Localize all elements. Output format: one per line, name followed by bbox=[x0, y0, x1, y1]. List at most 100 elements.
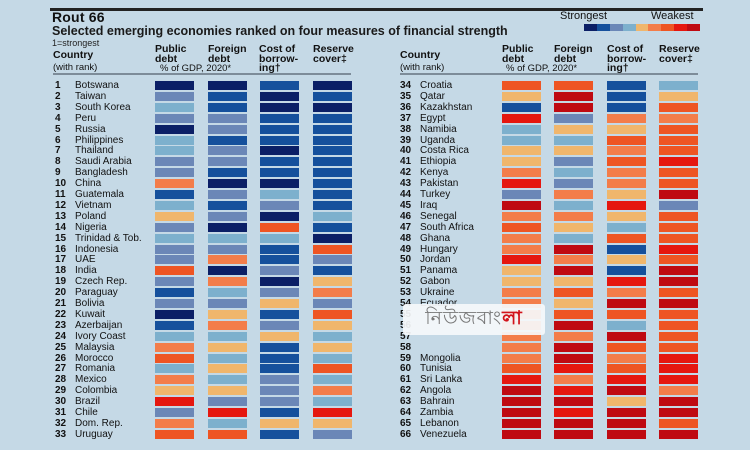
row-rank: 36 bbox=[400, 101, 412, 113]
foreign-debt-cell bbox=[554, 244, 593, 254]
reserve-cover-cell bbox=[313, 288, 352, 298]
table-row: 39 Uganda bbox=[0, 135, 750, 146]
table-row: 9 Bangladesh bbox=[0, 167, 750, 178]
public-debt-cell bbox=[155, 168, 194, 178]
row-country: Ecuador bbox=[420, 298, 457, 309]
cost-of-borrowing-cell bbox=[607, 222, 646, 232]
table-row: 40 Costa Rica bbox=[0, 145, 750, 156]
row-country: Kenya bbox=[420, 167, 449, 179]
foreign-debt-cell bbox=[554, 135, 593, 145]
reserve-cover-cell bbox=[659, 222, 698, 232]
header-reserve-cover-1-right: Reserve bbox=[659, 43, 700, 55]
row-rank: 3 bbox=[55, 101, 61, 113]
foreign-debt-cell bbox=[208, 375, 247, 385]
row-rank: 49 bbox=[400, 243, 412, 255]
public-debt-cell bbox=[502, 113, 541, 123]
row-country: Brazil bbox=[75, 396, 101, 408]
reserve-cover-cell bbox=[313, 386, 352, 396]
row-rank: 48 bbox=[400, 232, 412, 244]
table-row: 43 Pakistan bbox=[0, 178, 750, 189]
row-rank: 64 bbox=[400, 407, 412, 418]
watermark-accent: লা bbox=[502, 307, 523, 329]
watermark-text: নিউজবাং bbox=[425, 307, 503, 329]
foreign-debt-cell bbox=[208, 168, 247, 178]
row-country: Trinidad & Tob. bbox=[75, 232, 142, 244]
row-country: Angola bbox=[420, 385, 452, 397]
table-row: 28 Mexico bbox=[0, 374, 750, 385]
header-cost-borrowing-1: Cost of bbox=[259, 43, 296, 55]
table-row: 14 Nigeria bbox=[0, 222, 750, 233]
public-debt-cell bbox=[155, 320, 194, 330]
reserve-cover-cell bbox=[313, 397, 352, 407]
foreign-debt-cell bbox=[208, 418, 247, 428]
reserve-cover-cell bbox=[659, 146, 698, 156]
header-foreign-debt-2: debt bbox=[208, 53, 231, 65]
reserve-cover-cell bbox=[313, 102, 352, 112]
foreign-debt-cell bbox=[554, 277, 593, 287]
table-row: 29 Colombia bbox=[0, 385, 750, 396]
reserve-cover-cell bbox=[313, 353, 352, 363]
reserve-cover-cell bbox=[659, 342, 698, 352]
header-cost-borrowing-2-right: borrow- bbox=[607, 53, 647, 65]
row-rank: 28 bbox=[55, 374, 67, 386]
row-country: Chile bbox=[75, 407, 98, 418]
foreign-debt-cell bbox=[554, 331, 593, 341]
table-row: 6 Philippines bbox=[0, 135, 750, 146]
row-rank: 30 bbox=[55, 396, 67, 408]
legend-weakest-label: Weakest bbox=[651, 10, 694, 22]
chart-subtitle: Selected emerging economies ranked on fo… bbox=[52, 24, 508, 38]
foreign-debt-cell bbox=[554, 408, 593, 417]
row-country: Qatar bbox=[420, 90, 446, 102]
row-rank: 43 bbox=[400, 178, 412, 190]
public-debt-cell bbox=[502, 124, 541, 134]
public-debt-cell bbox=[502, 135, 541, 145]
row-country: Dom. Rep. bbox=[75, 417, 123, 429]
cost-of-borrowing-cell bbox=[260, 288, 299, 298]
cost-of-borrowing-cell bbox=[607, 190, 646, 199]
row-country: China bbox=[75, 178, 102, 190]
foreign-debt-cell bbox=[554, 102, 593, 112]
header-cost-borrowing-3-right: ing† bbox=[607, 62, 629, 74]
reserve-cover-cell bbox=[659, 190, 698, 199]
header-cost-borrowing-3: ing† bbox=[259, 62, 281, 74]
cost-of-borrowing-cell bbox=[607, 364, 646, 374]
foreign-debt-cell bbox=[208, 342, 247, 352]
foreign-debt-cell bbox=[554, 146, 593, 156]
row-rank: 66 bbox=[400, 428, 412, 440]
table-row: 60 Tunisia bbox=[0, 363, 750, 374]
row-rank: 57 bbox=[400, 330, 412, 342]
public-debt-cell bbox=[155, 309, 194, 319]
cost-of-borrowing-cell bbox=[607, 233, 646, 243]
table-row: 48 Ghana bbox=[0, 233, 750, 244]
public-debt-cell bbox=[502, 375, 541, 385]
row-rank: 63 bbox=[400, 396, 412, 408]
header-country-sub: (with rank) bbox=[53, 62, 98, 73]
foreign-debt-cell bbox=[554, 91, 593, 101]
row-rank: 1 bbox=[55, 80, 61, 91]
row-country: Namibia bbox=[420, 123, 457, 135]
row-country: Panama bbox=[420, 265, 458, 277]
row-country: Malaysia bbox=[75, 341, 115, 353]
foreign-debt-cell bbox=[208, 255, 247, 265]
cost-of-borrowing-cell bbox=[260, 255, 299, 265]
row-rank: 37 bbox=[400, 112, 412, 124]
row-country: Pakistan bbox=[420, 178, 459, 190]
cost-of-borrowing-cell bbox=[260, 146, 299, 156]
legend-swatch bbox=[674, 24, 688, 31]
reserve-cover-cell bbox=[659, 418, 698, 428]
header-gdp-sub-right: % of GDP, 2020* bbox=[506, 63, 578, 74]
foreign-debt-cell bbox=[208, 190, 247, 199]
table-row: 8 Saudi Arabia bbox=[0, 156, 750, 167]
foreign-debt-cell bbox=[208, 211, 247, 221]
foreign-debt-cell bbox=[208, 222, 247, 232]
reserve-cover-cell bbox=[659, 429, 698, 439]
reserve-cover-cell bbox=[313, 200, 352, 210]
reserve-cover-cell bbox=[659, 386, 698, 396]
cost-of-borrowing-cell bbox=[260, 299, 299, 308]
reserve-cover-cell bbox=[313, 299, 352, 308]
reserve-cover-cell bbox=[659, 157, 698, 167]
row-rank: 59 bbox=[400, 352, 412, 364]
foreign-debt-cell bbox=[208, 124, 247, 134]
row-rank: 58 bbox=[400, 341, 412, 353]
foreign-debt-cell bbox=[554, 320, 593, 330]
